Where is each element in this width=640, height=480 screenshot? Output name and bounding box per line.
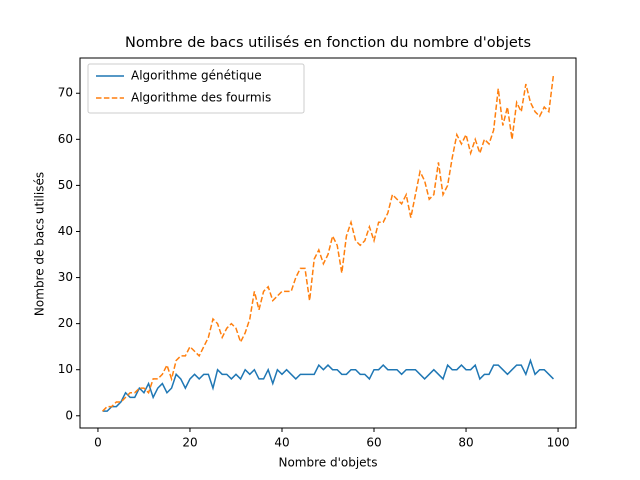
x-tick-label: 20 xyxy=(182,436,197,450)
y-tick-label: 40 xyxy=(58,224,73,238)
y-tick-label: 10 xyxy=(58,362,73,376)
legend-label: Algorithme génétique xyxy=(131,69,262,83)
line-series xyxy=(102,358,554,412)
y-tick-label: 70 xyxy=(58,86,73,100)
y-tick-label: 0 xyxy=(65,408,73,422)
chart-title: Nombre de bacs utilisés en fonction du n… xyxy=(125,35,531,51)
line-series xyxy=(102,74,555,412)
x-tick-label: 0 xyxy=(94,436,102,450)
y-tick-label: 20 xyxy=(58,316,73,330)
y-tick-label: 30 xyxy=(58,270,73,284)
x-tick-label: 100 xyxy=(547,436,570,450)
x-tick-label: 40 xyxy=(274,436,289,450)
legend-box xyxy=(87,63,305,114)
x-tick-label: 80 xyxy=(458,436,473,450)
plot-frame xyxy=(79,57,577,429)
y-tick-label: 60 xyxy=(58,132,73,146)
legend-label: Algorithme des fourmis xyxy=(131,91,271,105)
x-axis-label: Nombre d'objets xyxy=(278,456,377,470)
x-tick-label: 60 xyxy=(366,436,381,450)
y-tick-label: 50 xyxy=(58,178,73,192)
y-axis-label: Nombre de bacs utilisés xyxy=(33,172,47,316)
